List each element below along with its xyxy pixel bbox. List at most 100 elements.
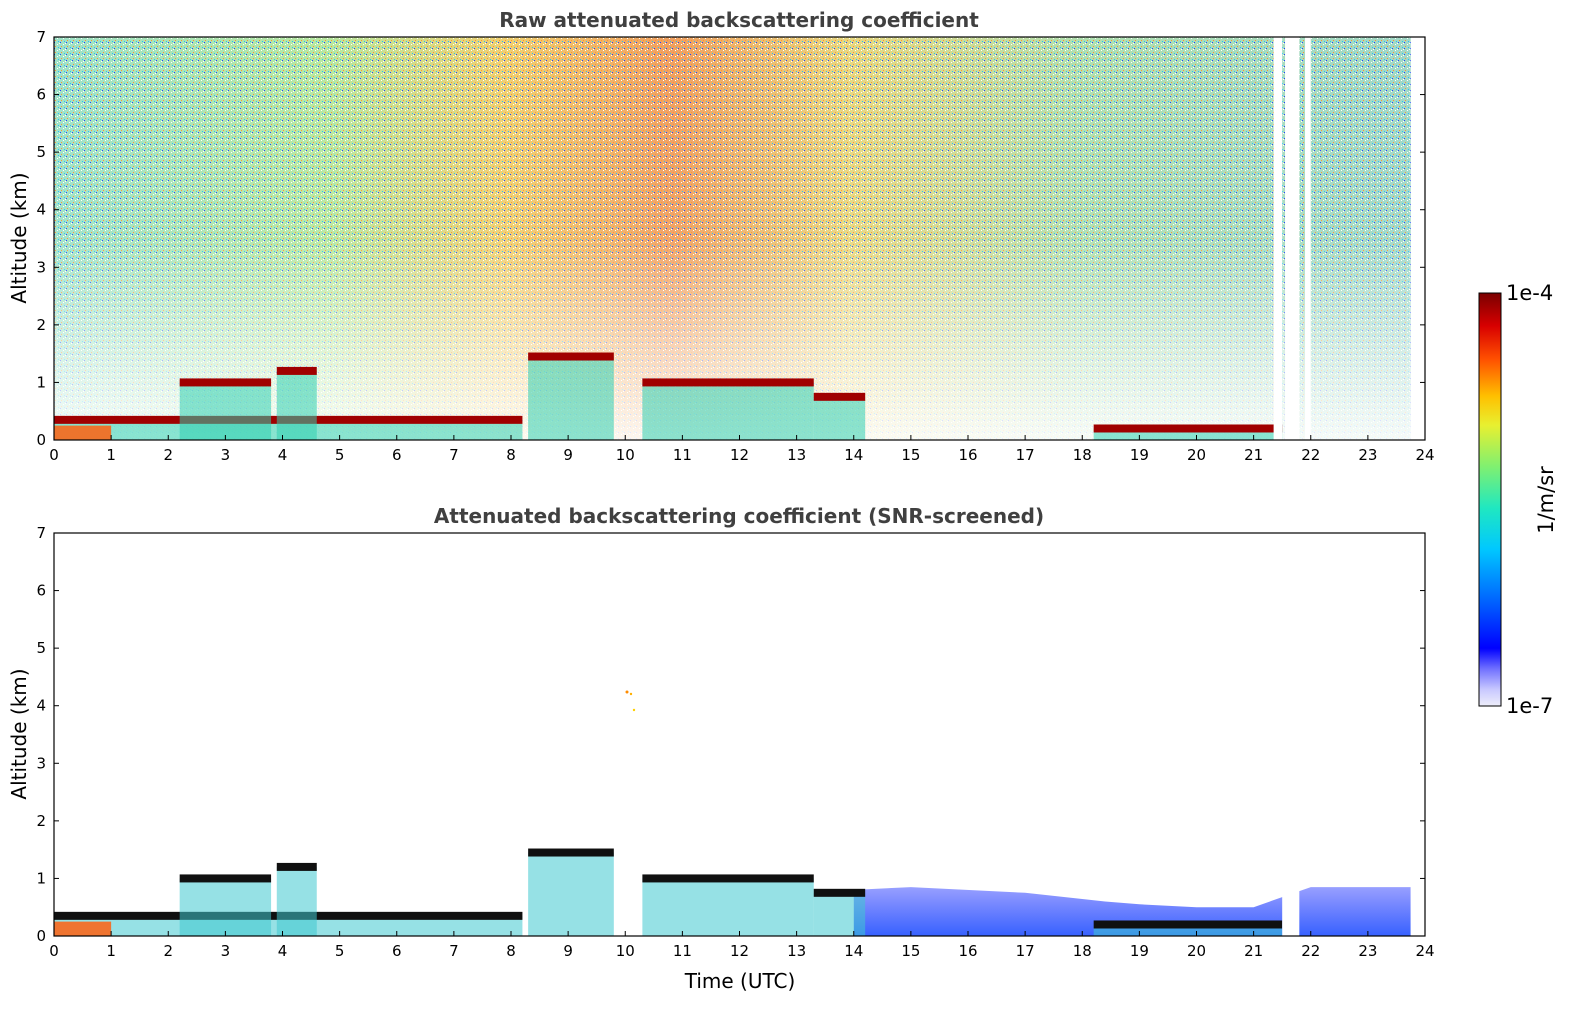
x-tick-label: 15 <box>901 942 920 960</box>
x-tick-label: 6 <box>392 446 402 464</box>
screened-data-gaps <box>1282 533 1425 936</box>
panel-screened: Attenuated backscattering coefficient (S… <box>7 504 1435 993</box>
y-tick-label: 2 <box>36 316 46 334</box>
x-tick-label: 24 <box>1415 942 1434 960</box>
sub-cloud-signal <box>1093 924 1283 936</box>
isolated-signal-point <box>629 692 633 696</box>
y-tick-label: 5 <box>36 143 46 161</box>
x-tick-label: 13 <box>787 942 806 960</box>
x-tick-label: 21 <box>1244 446 1263 464</box>
x-tick-label: 17 <box>1016 446 1035 464</box>
y-tick-label: 7 <box>36 28 46 46</box>
y-tick-label: 1 <box>36 869 46 887</box>
colorbar-max-label: 1e-4 <box>1506 281 1553 305</box>
sub-cloud-signal <box>642 382 814 440</box>
panel-raw-ylabel: Altitude (km) <box>7 172 31 303</box>
cloud-layer <box>1093 920 1283 929</box>
x-tick-label: 2 <box>163 446 173 464</box>
isolated-signal-point <box>632 708 636 712</box>
screened-cloud-layers <box>54 848 1283 936</box>
x-tick-label: 10 <box>616 446 635 464</box>
x-tick-label: 9 <box>563 942 573 960</box>
x-tick-label: 23 <box>1358 942 1377 960</box>
panel-screened-x-axis: 0 1 2 3 4 5 6 7 8 9 10 11 12 13 14 15 16 17 18 19 20 21 22 23 24 <box>49 931 1435 960</box>
panel-screened-ylabel: Altitude (km) <box>7 668 31 799</box>
x-tick-label: 7 <box>449 446 459 464</box>
x-tick-label: 19 <box>1130 942 1149 960</box>
panel-raw-x-axis: 0 1 2 3 4 5 6 7 8 9 10 11 12 13 14 15 16 17 18 19 20 21 22 23 24 <box>49 435 1435 464</box>
y-tick-label: 6 <box>36 86 46 104</box>
x-tick-label: 20 <box>1187 942 1206 960</box>
panel-screened-title: Attenuated backscattering coefficient (S… <box>434 504 1044 528</box>
panel-raw: Raw attenuated backscattering coefficien… <box>7 8 1435 464</box>
y-tick-label: 0 <box>36 927 46 945</box>
cloud-layer <box>54 911 283 920</box>
y-tick-label: 5 <box>36 639 46 657</box>
x-tick-label: 0 <box>49 942 59 960</box>
x-tick-label: 9 <box>563 446 573 464</box>
x-tick-label: 18 <box>1073 942 1092 960</box>
x-tick-label: 12 <box>730 942 749 960</box>
data-gap <box>1285 37 1300 440</box>
sub-cloud-signal <box>179 382 272 440</box>
sub-cloud-signal <box>813 396 866 440</box>
x-tick-label: 22 <box>1301 446 1320 464</box>
x-tick-label: 22 <box>1301 942 1320 960</box>
sub-cloud-signal <box>1093 428 1283 440</box>
surface-signal <box>54 425 112 440</box>
x-tick-label: 7 <box>449 942 459 960</box>
sub-cloud-signal <box>642 878 814 936</box>
panel-raw-title: Raw attenuated backscattering coefficien… <box>499 8 979 32</box>
cloud-layer <box>528 848 614 857</box>
surface-signal <box>54 921 112 936</box>
cloud-layer <box>54 415 283 424</box>
cloud-layer <box>179 378 272 387</box>
x-tick-label: 17 <box>1016 942 1035 960</box>
x-tick-label: 8 <box>506 446 516 464</box>
x-tick-label: 4 <box>278 446 288 464</box>
x-tick-label: 1 <box>106 942 116 960</box>
panel-raw-y-axis: 0 1 2 3 4 5 6 7 <box>36 28 1425 449</box>
x-tick-label: 14 <box>844 942 863 960</box>
cloud-layer <box>179 874 272 883</box>
x-tick-label: 16 <box>958 942 977 960</box>
cloud-layer <box>813 392 866 401</box>
panel-raw-heatmap <box>54 37 1425 440</box>
y-tick-label: 1 <box>36 373 46 391</box>
x-tick-label: 24 <box>1415 446 1434 464</box>
sub-cloud-signal <box>282 419 523 440</box>
x-tick-label: 12 <box>730 446 749 464</box>
data-gap <box>1305 37 1311 440</box>
x-tick-label: 11 <box>673 446 692 464</box>
colorbar-gradient <box>1478 292 1502 707</box>
cloud-layer <box>528 352 614 361</box>
x-tick-label: 16 <box>958 446 977 464</box>
x-tick-label: 8 <box>506 942 516 960</box>
x-tick-label: 10 <box>616 942 635 960</box>
data-gap <box>1282 533 1300 936</box>
x-tick-label: 15 <box>901 446 920 464</box>
x-tick-label: 3 <box>221 446 231 464</box>
x-tick-label: 2 <box>163 942 173 960</box>
panel-screened-heatmap <box>54 533 1425 936</box>
cloud-layer <box>276 862 317 871</box>
colorbar-unit-label: 1/m/sr <box>1534 466 1558 534</box>
x-tick-label: 3 <box>221 942 231 960</box>
panel-screened-y-axis: 0 1 2 3 4 5 6 7 <box>36 524 1425 945</box>
panel-screened-xlabel: Time (UTC) <box>684 969 796 993</box>
colorbar: 1e-4 1e-7 1/m/sr <box>1478 281 1558 718</box>
isolated-signal-point <box>625 690 629 694</box>
cloud-layer <box>813 888 866 897</box>
x-tick-label: 4 <box>278 942 288 960</box>
sub-cloud-signal <box>179 878 272 936</box>
colorbar-min-label: 1e-7 <box>1506 694 1553 718</box>
cloud-layer <box>276 366 317 375</box>
sub-cloud-signal <box>276 866 317 936</box>
y-tick-label: 4 <box>36 201 46 219</box>
sub-cloud-signal <box>528 356 614 440</box>
x-tick-label: 13 <box>787 446 806 464</box>
x-tick-label: 1 <box>106 446 116 464</box>
raw-data-gaps <box>1273 37 1425 440</box>
data-gap <box>1273 37 1283 440</box>
